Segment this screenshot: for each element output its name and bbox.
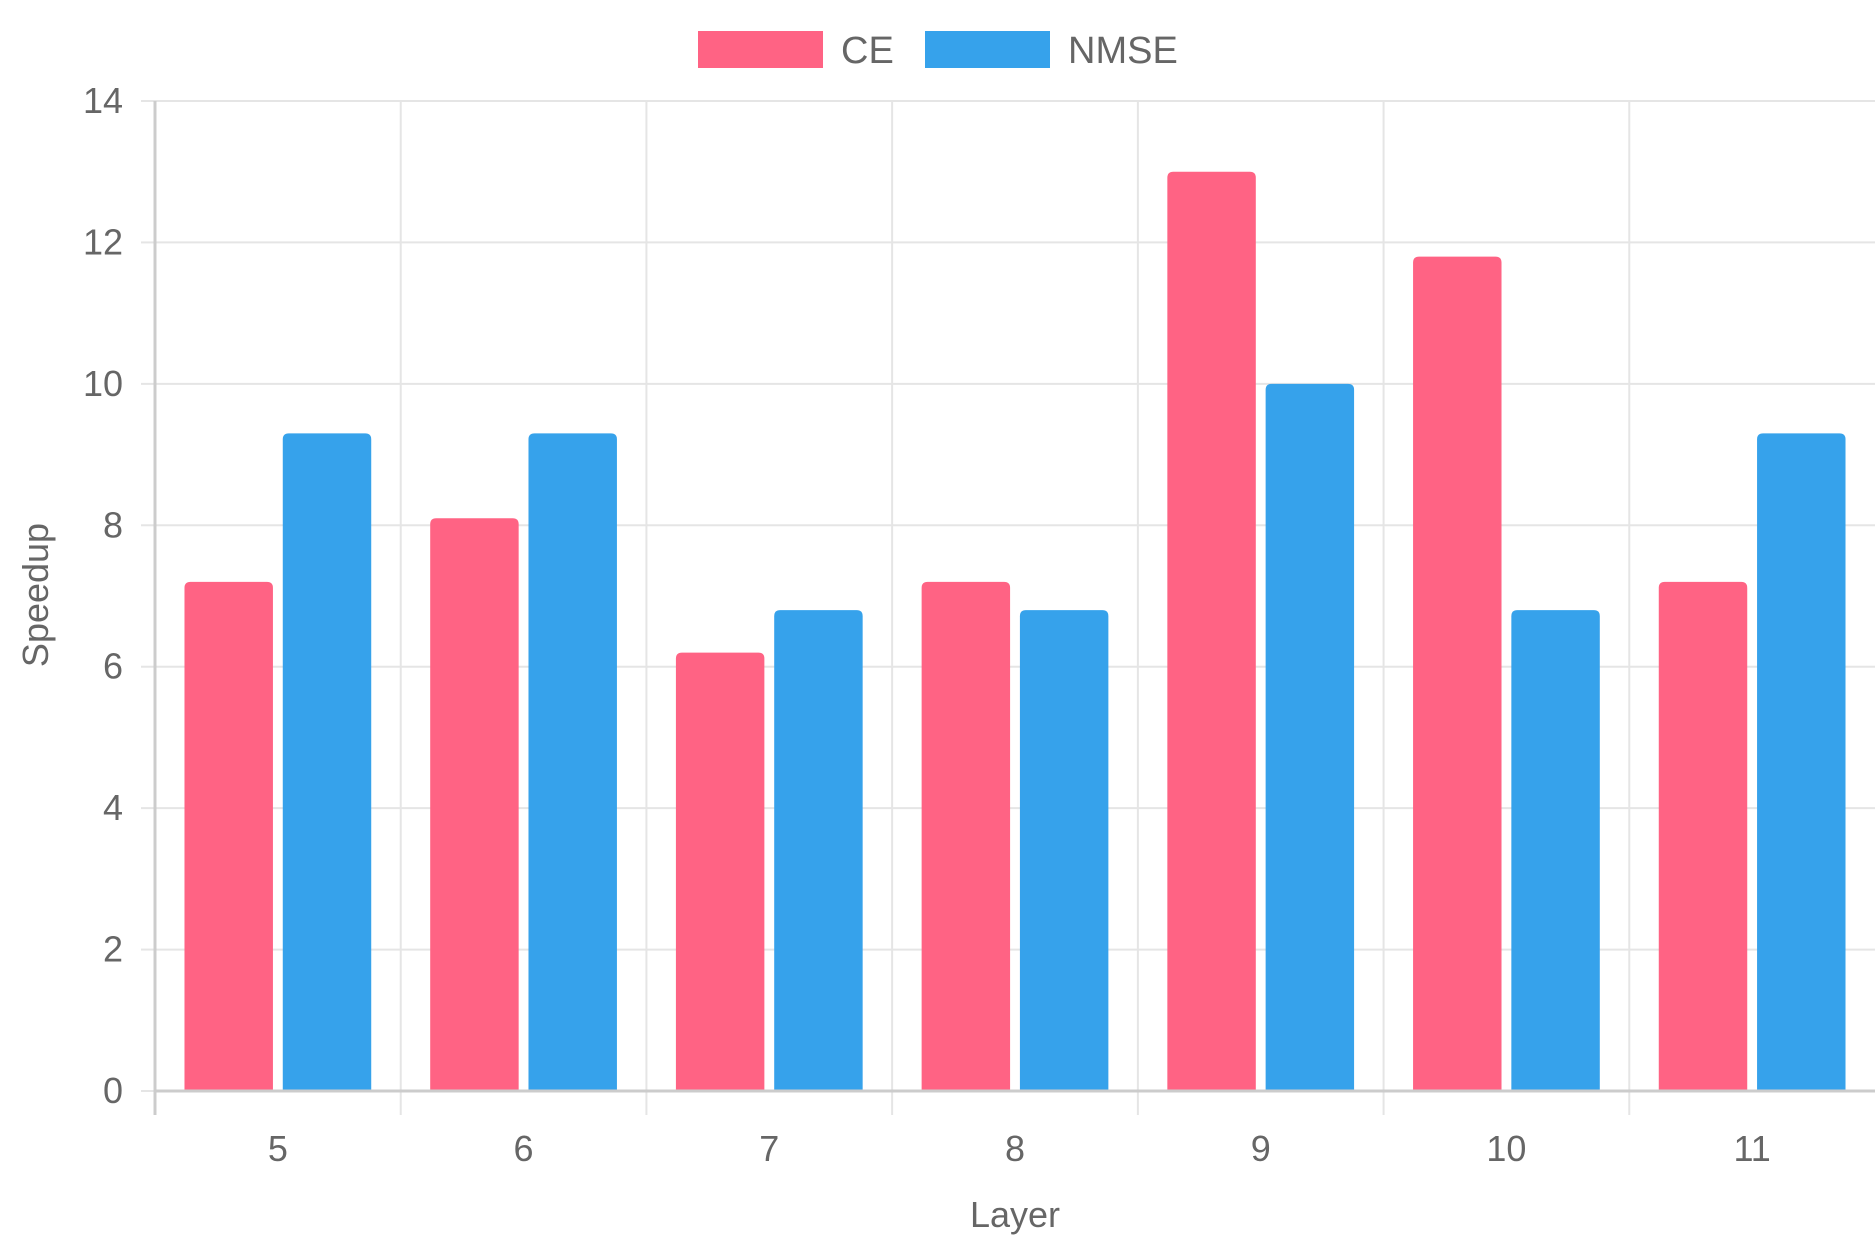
x-tick-label: 7 [759,1128,779,1169]
x-tick-label: 10 [1486,1128,1526,1169]
y-tick-label: 8 [103,504,123,545]
y-tick-label: 14 [83,80,123,121]
y-tick-label: 10 [83,363,123,404]
legend-swatch-ce[interactable] [698,31,823,68]
y-axis-title: Speedup [15,523,56,667]
grid-lines [155,100,1875,1115]
x-axis-title: Layer [970,1194,1060,1235]
bar-ce-layer-7[interactable] [675,652,765,1091]
legend: CE NMSE [698,30,1178,72]
x-tick-label: 8 [1005,1128,1025,1169]
y-tick-label: 2 [103,929,123,970]
bar-ce-layer-11[interactable] [1658,581,1748,1091]
y-tick-label: 12 [83,221,123,262]
bar-ce-layer-6[interactable] [430,518,519,1091]
bar-nmse-layer-5[interactable] [282,433,372,1091]
bar-nmse-layer-10[interactable] [1511,610,1600,1091]
bar-nmse-layer-9[interactable] [1265,383,1355,1091]
y-tick-label: 4 [103,787,123,828]
x-tick-label: 6 [514,1128,534,1169]
x-tick-label: 5 [268,1128,288,1169]
bar-nmse-layer-8[interactable] [1019,610,1109,1091]
legend-swatch-nmse[interactable] [925,31,1050,68]
x-tick-label: 11 [1733,1128,1770,1169]
bars [184,171,1846,1092]
legend-label-nmse[interactable]: NMSE [1068,30,1178,72]
bar-nmse-layer-7[interactable] [774,610,863,1091]
bar-ce-layer-5[interactable] [184,581,273,1091]
axes: 0 2 4 6 8 10 12 14 5 6 7 8 9 10 11 [83,80,1875,1169]
bar-ce-layer-8[interactable] [921,581,1011,1091]
x-tick-label: 9 [1251,1128,1271,1169]
bar-ce-layer-9[interactable] [1167,171,1256,1091]
y-tick-label: 6 [103,646,123,687]
bar-nmse-layer-6[interactable] [528,433,617,1091]
y-tick-label: 0 [103,1070,123,1111]
bar-nmse-layer-11[interactable] [1757,433,1846,1091]
bar-ce-layer-10[interactable] [1413,256,1502,1092]
legend-label-ce[interactable]: CE [841,30,894,72]
